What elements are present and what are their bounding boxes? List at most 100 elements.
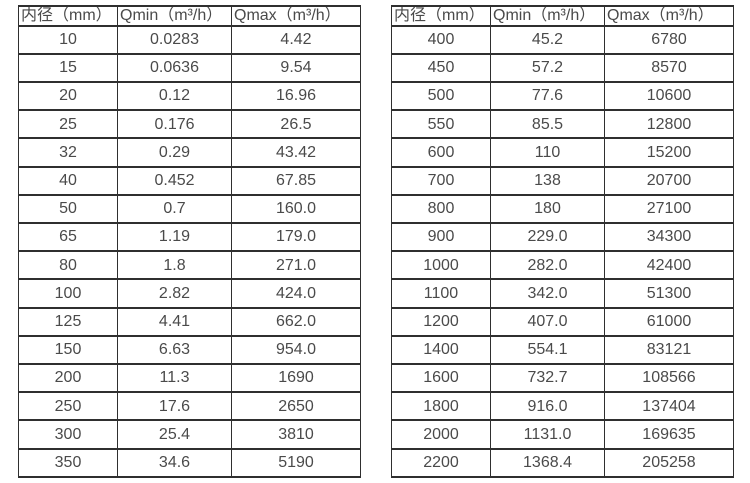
table-cell: 1690 — [231, 363, 361, 394]
table-cell: 9.54 — [231, 52, 361, 84]
table-cell: 65 — [18, 222, 118, 253]
table-row: 800 180 27100 — [391, 193, 734, 225]
header-row: 内径（mm） Qmin（m³/h） Qmax（m³/h） — [18, 5, 361, 27]
table-cell: 80 — [18, 250, 118, 281]
table-cell: 10 — [18, 24, 118, 55]
table-row: 100 2.82 424.0 — [18, 278, 361, 309]
flow-table-small-diameters: 内径（mm） Qmin（m³/h） Qmax（m³/h） 10 0.0283 4.42 15… — [18, 5, 361, 479]
table-cell: 16.96 — [231, 80, 361, 112]
table-cell: 110 — [490, 137, 605, 168]
table-cell: 732.7 — [490, 363, 605, 394]
table-row: 200 11.3 1690 — [18, 363, 361, 394]
table-cell: 1368.4 — [490, 447, 605, 479]
table-cell: 400 — [391, 24, 491, 55]
table-cell: 0.12 — [117, 80, 232, 112]
table-cell: 125 — [18, 306, 118, 337]
table-row: 20 0.12 16.96 — [18, 80, 361, 112]
table-cell: 900 — [391, 222, 491, 253]
table-cell: 169635 — [604, 419, 734, 450]
table-row: 32 0.29 43.42 — [18, 137, 361, 168]
table-cell: 11.3 — [117, 363, 232, 394]
table-row: 65 1.19 179.0 — [18, 222, 361, 253]
table-row: 350 34.6 5190 — [18, 447, 361, 479]
column-header: Qmax（m³/h） — [231, 5, 361, 27]
table-cell: 916.0 — [490, 391, 605, 422]
table-cell: 25.4 — [117, 419, 232, 450]
table-cell: 954.0 — [231, 334, 361, 366]
table-row: 80 1.8 271.0 — [18, 250, 361, 281]
table-cell: 1.19 — [117, 222, 232, 253]
table-cell: 85.5 — [490, 109, 605, 140]
table-cell: 0.29 — [117, 137, 232, 168]
header-row: 内径（mm） Qmin（m³/h） Qmax（m³/h） — [391, 5, 734, 27]
table-cell: 0.7 — [117, 193, 232, 225]
table-row: 550 85.5 12800 — [391, 109, 734, 140]
table-row: 25 0.176 26.5 — [18, 109, 361, 140]
table-row: 500 77.6 10600 — [391, 80, 734, 112]
table-cell: 229.0 — [490, 222, 605, 253]
table-cell: 20700 — [604, 165, 734, 196]
table-row: 150 6.63 954.0 — [18, 334, 361, 366]
table-row: 2000 1131.0 169635 — [391, 419, 734, 450]
table-cell: 1100 — [391, 278, 491, 309]
table-cell: 34.6 — [117, 447, 232, 479]
table-cell: 57.2 — [490, 52, 605, 84]
table-row: 250 17.6 2650 — [18, 391, 361, 422]
table-cell: 179.0 — [231, 222, 361, 253]
table-cell: 0.0283 — [117, 24, 232, 55]
table-row: 50 0.7 160.0 — [18, 193, 361, 225]
table-cell: 6.63 — [117, 334, 232, 366]
table-row: 300 25.4 3810 — [18, 419, 361, 450]
table-cell: 1.8 — [117, 250, 232, 281]
table-cell: 160.0 — [231, 193, 361, 225]
table-cell: 32 — [18, 137, 118, 168]
table-row: 1800 916.0 137404 — [391, 391, 734, 422]
table-cell: 500 — [391, 80, 491, 112]
table-cell: 138 — [490, 165, 605, 196]
table-cell: 424.0 — [231, 278, 361, 309]
table-cell: 205258 — [604, 447, 734, 479]
table-cell: 43.42 — [231, 137, 361, 168]
table-row: 1200 407.0 61000 — [391, 306, 734, 337]
column-header: 内径（mm） — [18, 5, 118, 27]
table-cell: 27100 — [604, 193, 734, 225]
table-row: 1000 282.0 42400 — [391, 250, 734, 281]
table-cell: 0.452 — [117, 165, 232, 196]
table-cell: 0.0636 — [117, 52, 232, 84]
table-cell: 4.41 — [117, 306, 232, 337]
table-cell: 271.0 — [231, 250, 361, 281]
table-cell: 6780 — [604, 24, 734, 55]
table-cell: 61000 — [604, 306, 734, 337]
table-cell: 34300 — [604, 222, 734, 253]
table-cell: 600 — [391, 137, 491, 168]
table-cell: 20 — [18, 80, 118, 112]
table-row: 1600 732.7 108566 — [391, 363, 734, 394]
table-cell: 42400 — [604, 250, 734, 281]
table-cell: 51300 — [604, 278, 734, 309]
table-cell: 407.0 — [490, 306, 605, 337]
table-cell: 15200 — [604, 137, 734, 168]
column-header: Qmin（m³/h） — [490, 5, 605, 27]
table-cell: 0.176 — [117, 109, 232, 140]
table-cell: 450 — [391, 52, 491, 84]
table-cell: 3810 — [231, 419, 361, 450]
table-cell: 550 — [391, 109, 491, 140]
table-cell: 10600 — [604, 80, 734, 112]
table-cell: 342.0 — [490, 278, 605, 309]
column-header: Qmax（m³/h） — [604, 5, 734, 27]
table-cell: 2650 — [231, 391, 361, 422]
table-cell: 83121 — [604, 334, 734, 366]
table-cell: 554.1 — [490, 334, 605, 366]
table-cell: 350 — [18, 447, 118, 479]
table-row: 450 57.2 8570 — [391, 52, 734, 84]
table-cell: 1000 — [391, 250, 491, 281]
table-cell: 67.85 — [231, 165, 361, 196]
table-cell: 180 — [490, 193, 605, 225]
table-cell: 800 — [391, 193, 491, 225]
table-row: 1100 342.0 51300 — [391, 278, 734, 309]
table-row: 900 229.0 34300 — [391, 222, 734, 253]
table-cell: 700 — [391, 165, 491, 196]
table-cell: 137404 — [604, 391, 734, 422]
table-cell: 2000 — [391, 419, 491, 450]
